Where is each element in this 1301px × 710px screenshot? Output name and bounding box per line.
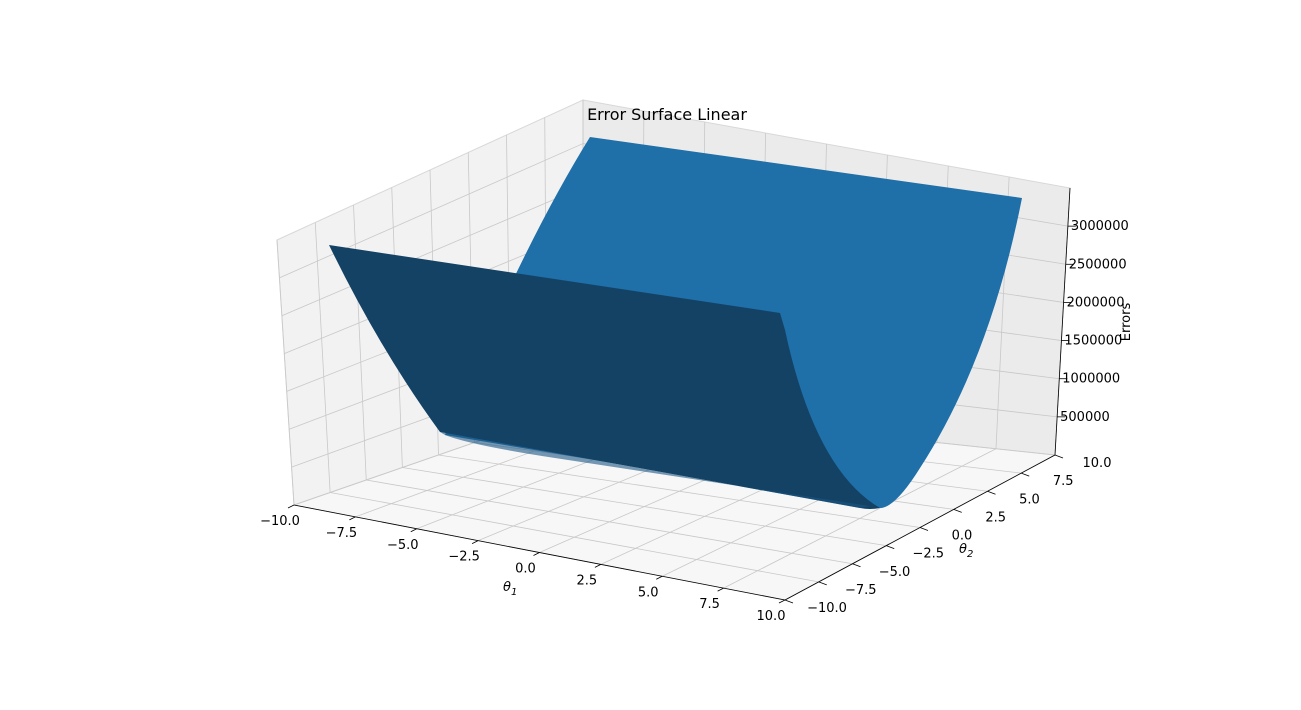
y-tick-mark (784, 599, 794, 604)
y-tick-label: 0.0 (952, 529, 973, 544)
x-tick-mark (471, 540, 479, 544)
z-tick-label: 2500000 (1069, 257, 1127, 272)
y-axis-label-sub: 2 (967, 549, 973, 560)
y-axis-label: θ2 (959, 542, 973, 560)
y-tick-mark (919, 527, 929, 531)
x-tick-mark (533, 552, 540, 556)
z-tick-label: 1500000 (1064, 334, 1122, 349)
z-tick-label: 1000000 (1062, 372, 1120, 387)
x-axis-label-sub: 1 (511, 587, 517, 598)
z-grid-line-left (281, 186, 584, 317)
error-surface-valley (440, 432, 870, 508)
x-tick-mark (410, 528, 417, 533)
x-tick-label: 7.5 (699, 597, 720, 612)
y-tick-mark (852, 563, 861, 568)
x-tick-mark (778, 599, 786, 604)
y-grid-line (330, 492, 819, 583)
y-tick-mark (953, 509, 962, 513)
x-tick-mark (717, 587, 724, 592)
y-tick-label: 7.5 (1053, 474, 1074, 489)
x-tick-mark (287, 504, 295, 509)
x-tick-mark (349, 516, 356, 521)
y-tick-label: 2.5 (985, 510, 1006, 525)
y-grid-line-left (276, 239, 295, 506)
x-axis-label: θ1 (503, 580, 517, 598)
y-tick-label: 5.0 (1019, 492, 1040, 507)
x-tick-mark (594, 564, 602, 568)
x-tick-label: −7.5 (326, 526, 358, 541)
y-grid-line (402, 467, 887, 547)
y-tick-mark (1021, 472, 1030, 477)
x-axis-label-main: θ (503, 580, 511, 595)
x-tick-label: 5.0 (638, 585, 659, 600)
y-tick-label: −5.0 (879, 565, 911, 580)
y-tick-mark (886, 545, 895, 549)
z-tick-label: 500000 (1060, 410, 1110, 425)
x-tick-label: −10.0 (260, 514, 300, 529)
z-axis-label: Errors (1119, 303, 1134, 342)
y-tick-mark (987, 490, 996, 495)
z-grid-line-left (279, 143, 584, 279)
error-surface-front (329, 245, 880, 509)
y-grid-line (438, 454, 921, 528)
y-grid-line (366, 479, 853, 565)
x-tick-label: 0.0 (515, 562, 536, 577)
y-tick-mark (1054, 454, 1064, 459)
chart-title: Error Surface Linear (587, 105, 747, 124)
z-axis-line (1054, 187, 1071, 456)
x-tick-mark (656, 575, 663, 580)
x-tick-label: −5.0 (387, 538, 419, 553)
z-tick-label: 2000000 (1067, 295, 1125, 310)
y-axis-label-main: θ (959, 542, 967, 557)
y-tick-label: −7.5 (845, 583, 877, 598)
y-tick-label: 10.0 (1083, 456, 1112, 471)
ticks-layer: −10.0−7.5−5.0−2.50.02.55.07.510.0−10.0−7… (260, 219, 1129, 624)
y-grid-line-left (314, 222, 331, 493)
x-tick-label: 2.5 (577, 573, 598, 588)
x-tick-label: −2.5 (448, 550, 480, 565)
y-tick-label: −2.5 (912, 547, 944, 562)
z-tick-label: 3000000 (1071, 219, 1129, 234)
x-tick-label: 10.0 (757, 609, 786, 624)
y-tick-label: −10.0 (807, 601, 847, 616)
y-tick-mark (818, 581, 827, 586)
